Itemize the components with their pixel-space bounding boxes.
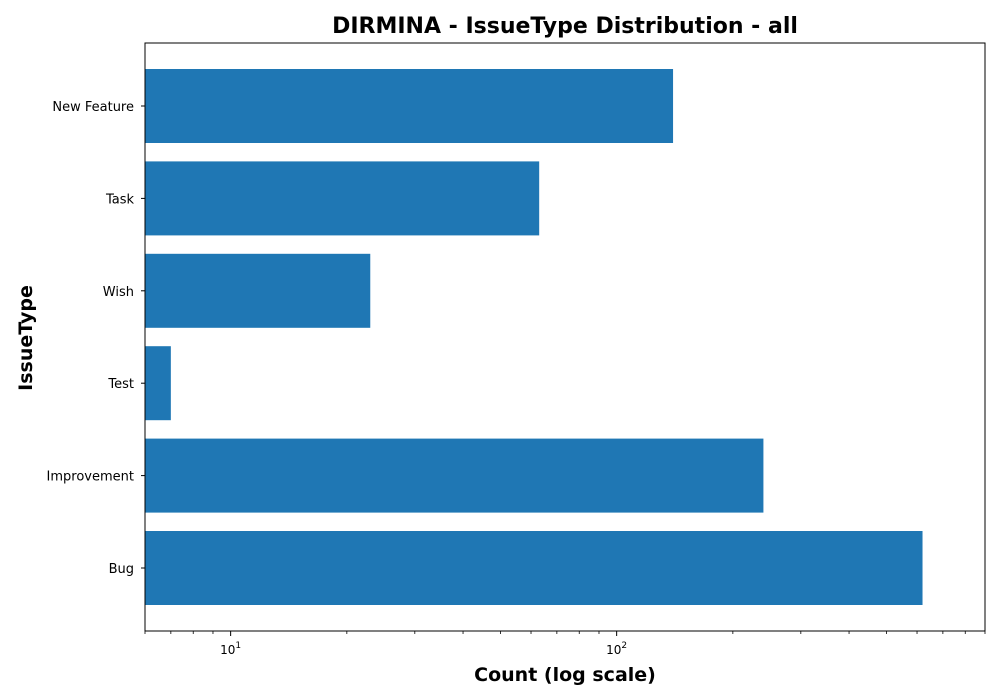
y-axis-label: IssueType [15,285,37,391]
bar-bug [145,531,923,605]
bars-group [145,69,923,605]
plot-frame [144,42,986,632]
bar-new-feature [145,69,674,143]
y-tick-label-wish: Wish [103,285,134,300]
y-tick-label-improvement: Improvement [47,470,134,485]
y-tick-label-test: Test [107,377,134,392]
chart-title: DIRMINA - IssueType Distribution - all [332,14,798,39]
x-tick-label: 102 [606,641,627,657]
y-tick-label-task: Task [105,192,135,207]
bar-test [145,346,171,421]
x-axis-label: Count (log scale) [474,664,656,686]
bar-wish [145,253,371,328]
bar-task [145,161,540,236]
y-tick-label-new-feature: New Feature [52,100,134,115]
y-tick-label-bug: Bug [109,562,134,577]
x-ticks-group: 101 102 [144,631,986,657]
y-ticks-group: Bug Improvement Test Wish Task New Feature [47,100,145,577]
bar-improvement [145,438,764,513]
x-tick-label: 101 [220,641,241,657]
